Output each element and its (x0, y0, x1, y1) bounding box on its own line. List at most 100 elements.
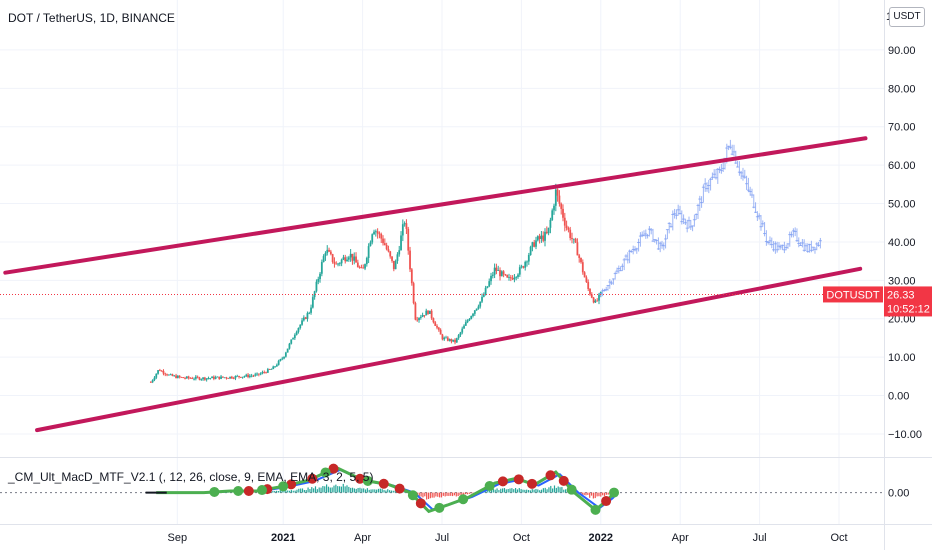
candle-body (315, 281, 318, 292)
candle-body (437, 327, 440, 330)
candle-body (189, 378, 192, 379)
price-tag (884, 286, 932, 317)
candle-body (455, 338, 458, 343)
candle-body (540, 235, 543, 239)
candle-body (329, 251, 332, 255)
candle-body (184, 378, 186, 379)
candle-body (364, 264, 366, 269)
candle-body (558, 195, 561, 204)
candle-body (203, 377, 206, 380)
price-series (149, 183, 602, 384)
x-tick-label: 2022 (589, 532, 613, 544)
candle-body (556, 189, 559, 196)
candle-body (380, 233, 383, 239)
candle-body (223, 377, 226, 379)
candle-body (574, 238, 577, 243)
candle-body (545, 231, 548, 234)
candle-body (477, 306, 480, 309)
x-tick-label: Oct (830, 532, 847, 544)
candle-body (596, 300, 599, 302)
candle-body (270, 369, 273, 370)
candle-body (522, 266, 525, 268)
candle-body (241, 376, 244, 378)
candle-body (542, 235, 545, 241)
macd-cross-up-dot (609, 487, 620, 498)
candle-body (167, 374, 170, 376)
candle-body (526, 261, 528, 263)
x-tick-label: Sep (168, 532, 188, 544)
candle-body (524, 261, 527, 268)
macd-cross-up-dot (566, 484, 577, 495)
candle-body (275, 364, 278, 367)
candle-body (583, 272, 586, 278)
candle-body (229, 376, 231, 379)
candle-body (416, 319, 419, 321)
macd-cross-up-dot (484, 480, 495, 491)
candle-body (155, 373, 158, 378)
candle-body (536, 236, 539, 241)
candle-body (371, 234, 374, 243)
candle-body (500, 271, 503, 277)
candle-body (421, 315, 424, 317)
candle-body (445, 337, 447, 339)
candle-body (178, 375, 181, 378)
candle-body (202, 377, 204, 380)
candle-body (160, 370, 163, 372)
candle-body (268, 369, 271, 370)
price-tag-countdown: 10:52:12 (887, 303, 930, 315)
candle-body (358, 267, 361, 269)
x-tick-label: Jul (435, 532, 449, 544)
macd-cross-down-dot (513, 474, 524, 485)
candle-body (383, 243, 386, 245)
candle-body (153, 377, 156, 381)
candle-body (481, 296, 483, 302)
macd-cross-up-dot (458, 494, 469, 505)
candle-body (290, 339, 293, 344)
candle-body (304, 317, 307, 319)
candle-body (495, 267, 498, 271)
symbol-tag-text: DOTUSDT (826, 289, 879, 301)
candle-body (293, 334, 296, 339)
y-tick-label: 0.00 (888, 391, 909, 403)
candle-body (175, 375, 177, 379)
candle-body (488, 281, 491, 287)
candle-body (470, 316, 473, 320)
channel-line-lower (35, 266, 863, 433)
candle-body (180, 377, 183, 378)
candle-body (452, 339, 455, 342)
candle-body (502, 271, 505, 275)
candle-body (423, 315, 426, 316)
channel-line-upper (3, 136, 868, 275)
candle-body (391, 256, 393, 261)
macd-cross-down-dot (394, 483, 405, 494)
candle-body (166, 374, 168, 376)
candle-body (482, 294, 485, 297)
candle-body (245, 374, 248, 377)
candle-body (457, 335, 460, 339)
symbol-tag (823, 286, 883, 303)
macd-cross-up-dot (407, 490, 418, 501)
candle-body (333, 261, 336, 264)
candle-body (232, 378, 235, 380)
candle-body (490, 275, 492, 282)
candle-body (349, 253, 352, 258)
candle-body (544, 231, 546, 241)
candle-body (265, 372, 267, 374)
candle-body (594, 300, 597, 303)
candle-body (427, 310, 429, 314)
candle-body (236, 375, 239, 377)
candle-body (157, 370, 159, 374)
macd-cross-down-dot (328, 463, 339, 474)
candle-body (342, 257, 345, 260)
y-tick-label: 30.00 (888, 275, 916, 287)
y-tick-label: 50.00 (888, 199, 916, 211)
candle-body (277, 360, 280, 365)
macd-cross-down-dot (415, 498, 426, 509)
candle-body (598, 294, 600, 301)
x-tick-label: Apr (672, 532, 689, 544)
candle-body (162, 370, 165, 374)
candle-body (560, 203, 563, 209)
candle-body (463, 325, 465, 329)
candle-body (322, 256, 325, 263)
currency-button[interactable]: USDT (889, 7, 925, 27)
